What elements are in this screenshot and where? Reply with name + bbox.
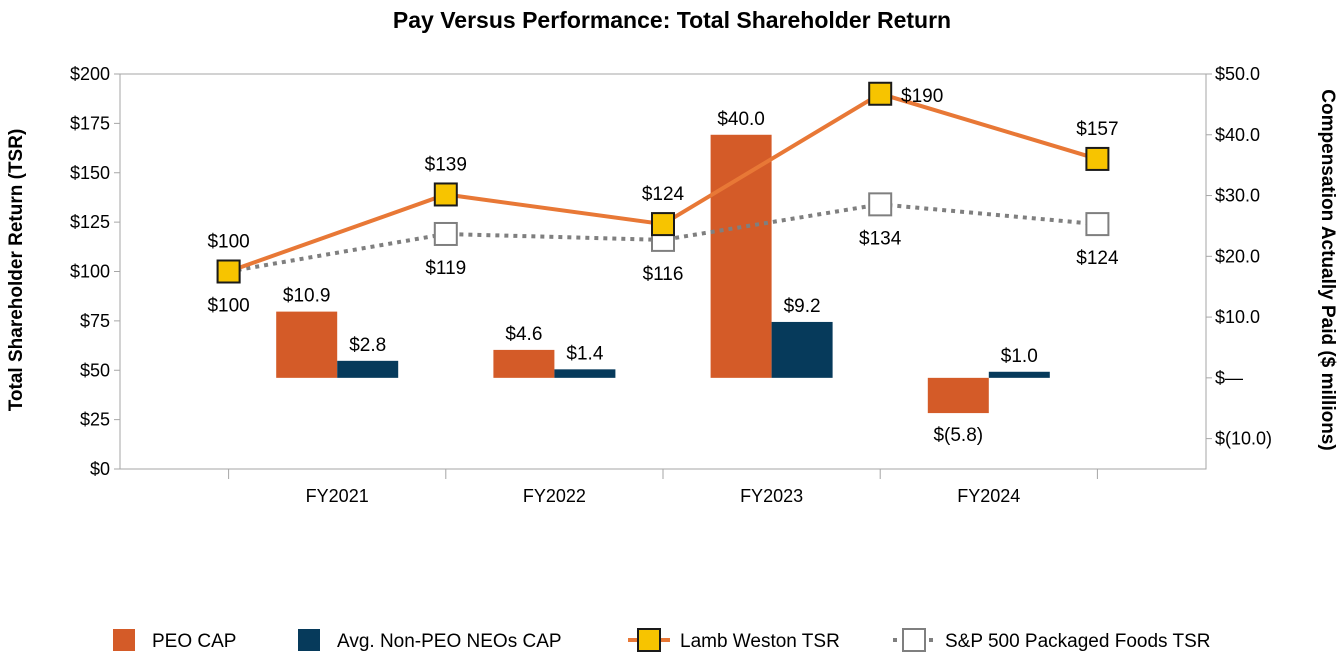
x-category-label: FY2021 <box>306 486 369 506</box>
right-tick-label: $10.0 <box>1215 307 1260 327</box>
sp500-tsr-marker <box>868 192 893 217</box>
chart-title: Pay Versus Performance: Total Shareholde… <box>393 7 951 33</box>
lamb-weston-data-label: $139 <box>425 154 467 175</box>
bar-data-label: $(5.8) <box>933 425 983 446</box>
right-tick-label: $20.0 <box>1215 246 1260 266</box>
legend-label-peo-cap: PEO CAP <box>152 631 236 652</box>
legend-label-lamb-weston: Lamb Weston TSR <box>680 631 840 652</box>
bar-data-label: $10.9 <box>283 286 331 307</box>
x-category-label: FY2023 <box>740 486 803 506</box>
bar-data-label: $2.8 <box>349 335 386 356</box>
lamb-weston-data-label: $157 <box>1076 119 1118 140</box>
sp500-tsr-marker <box>433 221 458 246</box>
lamb-weston-tsr-marker <box>651 212 675 237</box>
left-tick-label: $25 <box>80 410 110 430</box>
right-axis-title: Compensation Actually Paid ($ millions) <box>1317 89 1338 450</box>
legend-marker-lamb-weston <box>637 628 661 652</box>
left-axis-title: Total Shareholder Return (TSR) <box>6 129 27 412</box>
bar-non-peo-cap <box>337 360 399 378</box>
left-tick-label: $75 <box>80 311 110 331</box>
bar-non-peo-cap <box>554 369 616 378</box>
lamb-weston-data-label: $124 <box>642 184 685 205</box>
left-tick-label: $200 <box>70 64 110 84</box>
bar-data-label: $9.2 <box>784 296 821 317</box>
right-tick-label: $40.0 <box>1215 125 1260 145</box>
right-tick-label: $30.0 <box>1215 186 1260 206</box>
bar-non-peo-cap <box>988 371 1050 378</box>
chart-legend: PEO CAP Avg. Non-PEO NEOs CAP Lamb Weston … <box>113 628 1210 652</box>
legend-marker-sp500 <box>902 628 926 652</box>
sp500-data-label: $116 <box>643 264 684 285</box>
left-tick-label: $125 <box>70 212 110 232</box>
lamb-weston-tsr-marker <box>433 182 458 207</box>
sp500-tsr-marker <box>1085 212 1110 237</box>
sp500-data-label: $119 <box>425 258 466 279</box>
sp500-data-label: $124 <box>1076 248 1119 269</box>
bar-peo-cap <box>276 311 338 378</box>
x-category-label: FY2022 <box>523 486 586 506</box>
sp500-data-label: $134 <box>859 228 902 249</box>
right-tick-label: $50.0 <box>1215 64 1260 84</box>
right-tick-label: $(10.0) <box>1215 429 1272 449</box>
legend-label-non-peo-cap: Avg. Non-PEO NEOs CAP <box>337 631 562 652</box>
x-category-label: FY2024 <box>957 486 1020 506</box>
bar-data-label: $1.4 <box>566 343 603 364</box>
legend-label-sp500: S&P 500 Packaged Foods TSR <box>945 631 1210 652</box>
sp500-data-label: $100 <box>207 296 249 317</box>
left-tick-label: $50 <box>80 360 110 380</box>
bar-peo-cap <box>710 134 772 378</box>
bar-non-peo-cap <box>771 321 833 378</box>
bar-data-label: $4.6 <box>505 324 542 345</box>
sp500-tsr-line <box>228 202 1098 274</box>
bar-peo-cap <box>927 377 989 414</box>
lamb-weston-tsr-marker <box>868 81 893 106</box>
lamb-weston-data-label: $190 <box>901 86 943 107</box>
bar-peo-cap <box>493 349 555 378</box>
left-tick-label: $150 <box>70 163 110 183</box>
lamb-weston-tsr-marker <box>1085 146 1110 171</box>
left-tick-label: $100 <box>70 262 110 282</box>
bar-data-label: $1.0 <box>1001 346 1038 367</box>
bar-data-label: $40.0 <box>717 109 765 130</box>
lamb-weston-tsr-marker <box>216 259 241 284</box>
legend-swatch-non-peo-cap <box>298 629 320 651</box>
left-tick-label: $175 <box>70 113 110 133</box>
left-tick-label: $0 <box>90 459 110 479</box>
right-tick-label: $— <box>1215 368 1243 388</box>
lamb-weston-data-label: $100 <box>207 232 249 253</box>
legend-swatch-peo-cap <box>113 629 135 651</box>
